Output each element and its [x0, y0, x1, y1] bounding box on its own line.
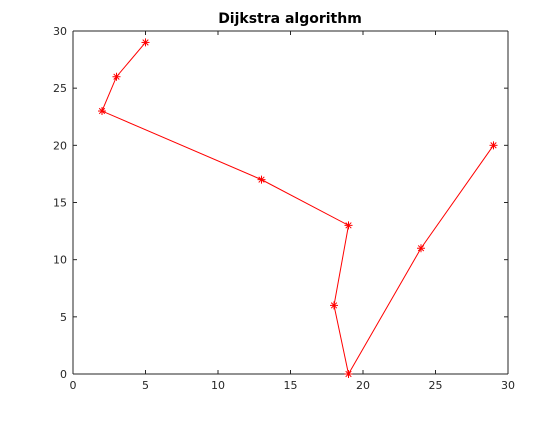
data-point	[330, 301, 338, 310]
y-tick-label: 25	[53, 82, 67, 95]
y-tick-label: 5	[60, 311, 67, 324]
x-tick-label: 10	[211, 379, 225, 392]
data-point	[417, 244, 425, 253]
y-tick-label: 30	[53, 25, 67, 38]
chart-title: Dijkstra algorithm	[218, 11, 362, 27]
x-tick-label: 15	[284, 379, 298, 392]
y-tick-label: 0	[60, 368, 67, 381]
series-0	[98, 38, 498, 378]
data-point	[489, 141, 498, 150]
y-tick-label: 20	[53, 139, 67, 152]
data-point	[141, 38, 150, 47]
x-tick-label: 30	[501, 379, 515, 392]
axes: 0 5 10 15 20 25 30 0 5 10 15 20 25 30	[53, 25, 515, 392]
data-point	[344, 221, 353, 230]
series-layer	[98, 38, 498, 378]
y-tick-label: 10	[53, 254, 67, 267]
data-point	[112, 72, 121, 81]
x-tick-label: 20	[356, 379, 370, 392]
data-point	[344, 370, 353, 378]
x-tick-label: 25	[429, 379, 443, 392]
x-tick-label: 5	[142, 379, 149, 392]
y-tick-label: 15	[53, 197, 67, 210]
x-tick-label: 0	[70, 379, 77, 392]
data-point	[257, 175, 266, 184]
plot-area	[73, 31, 508, 374]
data-point	[98, 107, 106, 116]
